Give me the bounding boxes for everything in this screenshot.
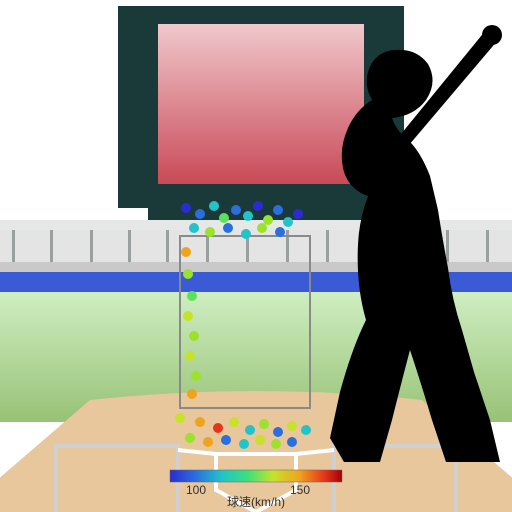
colorbar-tick: 150 xyxy=(290,483,310,497)
colorbar-axis-label: 球速(km/h) xyxy=(227,495,285,509)
colorbar-tick: 100 xyxy=(186,483,206,497)
colorbar xyxy=(170,470,342,482)
pitch-location-chart: 100 150 球速(km/h) xyxy=(0,0,512,512)
